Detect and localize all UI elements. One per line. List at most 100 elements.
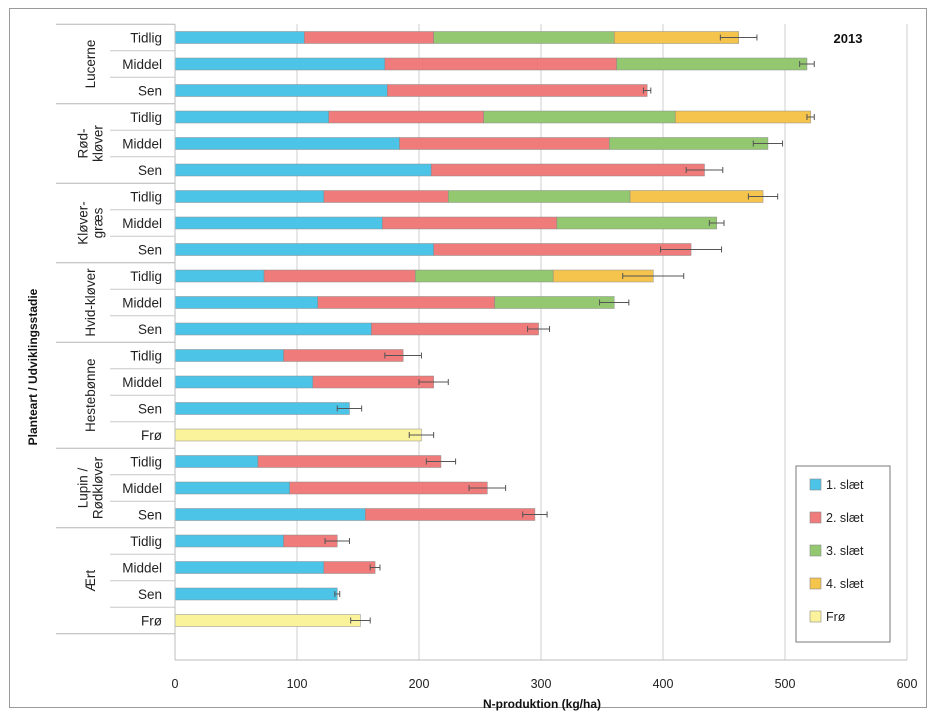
x-tick-label: 400 bbox=[653, 677, 674, 691]
row-label: Frø bbox=[141, 614, 162, 629]
bar-segment bbox=[174, 163, 432, 177]
bar-segment bbox=[483, 110, 676, 124]
bar-segment bbox=[174, 269, 265, 283]
bar-segment bbox=[174, 428, 422, 442]
x-axis-title: N-produktion (kg/ha) bbox=[483, 697, 601, 711]
bar-segment bbox=[399, 137, 610, 150]
bar-segment bbox=[174, 587, 338, 601]
bar-segment bbox=[174, 216, 383, 230]
bar-segment bbox=[323, 190, 449, 203]
x-tick-label: 500 bbox=[775, 677, 796, 691]
bar-segment bbox=[174, 110, 329, 124]
bar-segment bbox=[174, 137, 400, 150]
bar-segment bbox=[174, 84, 388, 97]
bars bbox=[174, 31, 815, 627]
row-label: Sen bbox=[138, 508, 162, 523]
row-label: Tidlig bbox=[130, 455, 162, 470]
legend-label: 2. slæt bbox=[826, 511, 864, 525]
x-tick-label: 200 bbox=[409, 677, 430, 691]
bar-segment bbox=[433, 31, 615, 44]
legend-label: 4. slæt bbox=[826, 577, 864, 591]
bar-segment bbox=[289, 481, 488, 495]
legend-label: Frø bbox=[826, 610, 846, 624]
row-label: Tidlig bbox=[130, 31, 162, 46]
legend-label: 1. slæt bbox=[826, 478, 864, 492]
bar-segment bbox=[174, 614, 361, 627]
year-annotation: 2013 bbox=[834, 31, 863, 46]
group-label: Lupin /Rødkløver bbox=[76, 456, 106, 519]
row-label: Middel bbox=[122, 216, 162, 231]
row-label: Sen bbox=[138, 243, 162, 258]
bar-segment bbox=[328, 110, 484, 124]
row-label: Sen bbox=[138, 402, 162, 417]
bar-segment bbox=[312, 375, 434, 389]
bar-segment bbox=[415, 269, 554, 283]
row-label: Middel bbox=[122, 137, 162, 152]
legend-swatch bbox=[809, 544, 822, 557]
bar-segment bbox=[174, 508, 366, 521]
bar-segment bbox=[323, 561, 376, 574]
bar-segment bbox=[174, 375, 314, 389]
row-label: Middel bbox=[122, 57, 162, 72]
bar-segment bbox=[556, 216, 717, 230]
legend-label: 3. slæt bbox=[826, 544, 864, 558]
bar-segment bbox=[174, 455, 259, 468]
row-label: Sen bbox=[138, 322, 162, 337]
bar-segment bbox=[433, 243, 692, 256]
x-tick-label: 300 bbox=[531, 677, 552, 691]
bar-segment bbox=[382, 216, 558, 230]
x-tick-label: 600 bbox=[897, 677, 918, 691]
x-tick-label: 0 bbox=[172, 677, 179, 691]
bar-segment bbox=[674, 110, 811, 124]
row-label: Tidlig bbox=[130, 190, 162, 205]
bar-segment bbox=[263, 269, 416, 283]
bar-segment bbox=[174, 349, 284, 362]
bar-segment bbox=[174, 296, 318, 309]
bar-segment bbox=[174, 243, 434, 256]
legend-swatch bbox=[809, 610, 822, 623]
row-label: Sen bbox=[138, 163, 162, 178]
bar-segment bbox=[174, 402, 350, 415]
row-label: Tidlig bbox=[130, 110, 162, 125]
y-axis-title: Planteart / Udviklingsstadie bbox=[26, 288, 40, 445]
bar-segment bbox=[448, 190, 631, 203]
group-label: Hestebønne bbox=[83, 358, 98, 432]
category-labels: Tidlig Middel Sen Lucerne Tidlig Middel Sen Rød… bbox=[56, 23, 175, 635]
bar-segment bbox=[371, 322, 539, 336]
bar-segment bbox=[629, 190, 764, 203]
bar-segment bbox=[609, 137, 769, 150]
group-label: Hvid-kløver bbox=[83, 268, 98, 337]
legend-swatch bbox=[809, 577, 822, 590]
group-label: Lucerne bbox=[83, 40, 98, 89]
group-label: Kløver-græs bbox=[76, 201, 106, 245]
row-label: Middel bbox=[122, 481, 162, 496]
legend-swatch bbox=[809, 478, 822, 491]
row-label: Tidlig bbox=[130, 534, 162, 549]
bar-segment bbox=[174, 31, 305, 44]
bar-segment bbox=[384, 57, 617, 71]
bar-segment bbox=[430, 163, 705, 177]
bar-segment bbox=[174, 57, 386, 71]
legend-swatch bbox=[809, 511, 822, 524]
row-label: Tidlig bbox=[130, 269, 162, 284]
bar-segment bbox=[616, 57, 808, 71]
row-label: Middel bbox=[122, 296, 162, 311]
group-label: Ært bbox=[83, 570, 98, 592]
bar-segment bbox=[257, 455, 442, 468]
bar-segment bbox=[387, 84, 648, 97]
bar-segment bbox=[174, 534, 284, 548]
x-tick-label: 100 bbox=[287, 677, 308, 691]
row-label: Sen bbox=[138, 587, 162, 602]
row-label: Frø bbox=[141, 428, 162, 443]
bar-segment bbox=[174, 561, 325, 574]
bar-segment bbox=[174, 190, 325, 203]
group-label: Rød-kløver bbox=[76, 125, 106, 162]
legend: 1. slæt 2. slæt 3. slæt 4. slæt Frø bbox=[795, 465, 891, 643]
bar-segment bbox=[174, 322, 372, 336]
chart-frame bbox=[9, 8, 927, 708]
row-label: Middel bbox=[122, 375, 162, 390]
row-label: Sen bbox=[138, 84, 162, 99]
bar-segment bbox=[365, 508, 536, 521]
bar-segment bbox=[304, 31, 434, 44]
